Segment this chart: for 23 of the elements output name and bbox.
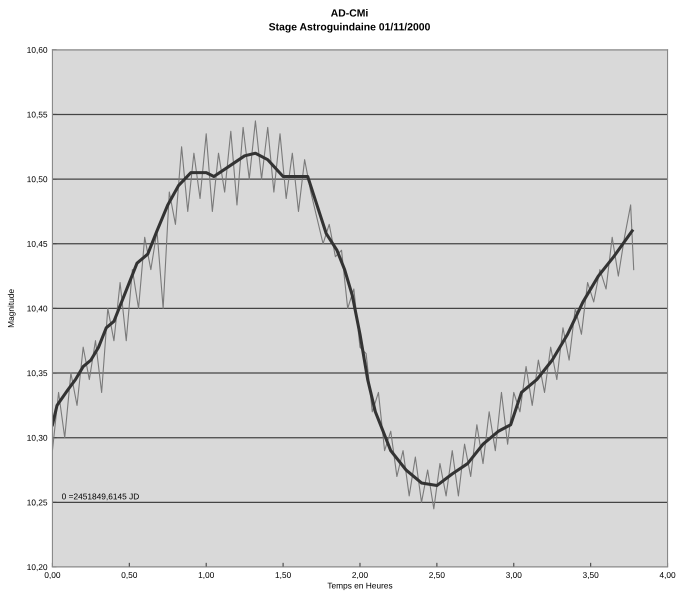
y-tick-label: 10,50: [27, 176, 48, 184]
x-tick-label: 4,00: [660, 572, 676, 579]
x-tick-label: 1,00: [198, 572, 214, 579]
x-tick-label: 0,50: [122, 572, 138, 579]
x-tick-label: 2,50: [429, 572, 445, 579]
y-tick-label: 10,45: [27, 240, 48, 248]
x-tick-label: 3,50: [582, 572, 598, 579]
annotation: 0 =2451849,6145 JD: [62, 494, 139, 500]
chart-subtitle: Stage Astroguindaine 01/11/2000: [268, 22, 430, 33]
y-tick-label: 10,35: [27, 370, 48, 378]
y-tick-label: 10,20: [27, 564, 48, 572]
x-tick-label: 2,00: [352, 572, 368, 579]
x-tick-label: 3,00: [506, 572, 522, 579]
x-axis-title: Temps en Heures: [328, 582, 392, 590]
x-tick-label: 1,50: [276, 572, 291, 579]
y-tick-label: 10,55: [27, 112, 48, 119]
chart-title: AD-CMi: [330, 9, 368, 17]
y-tick-label: 10,40: [27, 306, 48, 312]
y-axis-title: Magnitude: [8, 289, 16, 328]
x-tick-label: 0,00: [44, 572, 60, 579]
y-tick-label: 10,60: [27, 47, 48, 54]
y-tick-label: 10,30: [27, 434, 48, 442]
y-tick-label: 10,25: [27, 500, 48, 506]
